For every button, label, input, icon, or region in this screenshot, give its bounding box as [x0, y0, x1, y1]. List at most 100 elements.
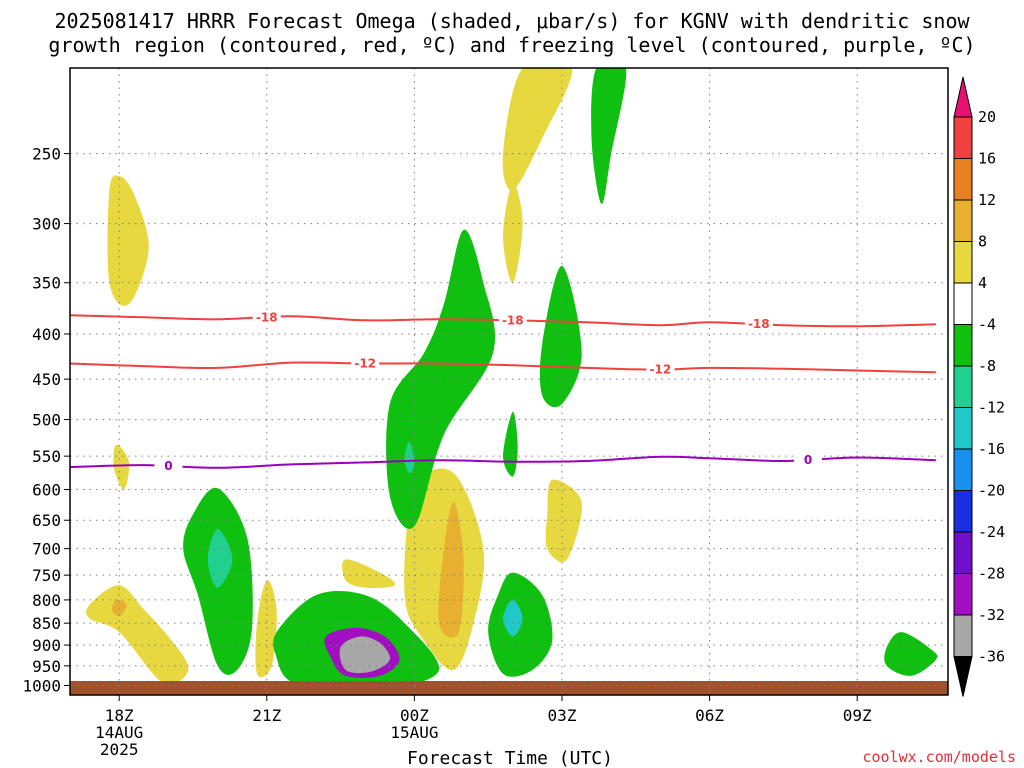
x-axis-title: Forecast Time (UTC) — [407, 748, 613, 768]
contour-label--12: -12 — [650, 363, 672, 377]
omega-region-14 — [404, 441, 415, 474]
contour-label-bg — [646, 362, 675, 377]
contour-label--12: -12 — [354, 356, 376, 370]
omega-region-2 — [86, 585, 189, 685]
y-tick-label-700: 700 — [32, 540, 61, 559]
omega-region-20 — [539, 265, 582, 408]
omega-region-16 — [503, 599, 523, 637]
colorbar-segment — [953, 158, 973, 201]
colorbar-segment — [953, 116, 973, 159]
colorbar-bottom-arrow — [953, 656, 973, 697]
colorbar-segment — [953, 614, 973, 657]
contour-layer: -18 -18 -18 -12 -12 0 0 — [70, 310, 936, 474]
contour-label-0: 0 — [164, 459, 172, 473]
contour-label--18: -18 — [256, 310, 278, 324]
colorbar-label: 16 — [978, 150, 996, 168]
colorbar-segment — [953, 407, 973, 450]
colorbar-segment — [953, 531, 973, 574]
x-tick-year-18Z: 2025 — [100, 740, 139, 759]
contour-line--12 — [70, 361, 936, 374]
y-tick-label-750: 750 — [32, 566, 61, 585]
colorbar-top-arrow — [953, 76, 973, 118]
chart-title-line-2: growth region (contoured, red, ºC) and f… — [48, 33, 975, 57]
colorbar-segment — [953, 199, 973, 242]
x-tick-date-18Z: 14AUG — [95, 723, 143, 742]
y-tick-label-450: 450 — [32, 370, 61, 389]
omega-region-19 — [502, 68, 572, 191]
contour-label--18: -18 — [502, 313, 524, 327]
contour-label-bg — [351, 356, 380, 371]
omega-region-12 — [438, 502, 464, 638]
x-tick-label-03Z: 03Z — [548, 706, 577, 725]
contour-label-bg — [744, 317, 773, 332]
colorbar-segment — [953, 282, 973, 325]
colorbar-segment — [953, 365, 973, 408]
contour-label-0: 0 — [804, 453, 812, 467]
contour-label-bg — [794, 452, 822, 467]
colorbar-label: -4 — [978, 316, 996, 334]
contour-line-0 — [70, 455, 936, 469]
omega-region-1 — [113, 444, 130, 490]
colorbar-label: -16 — [978, 440, 1005, 458]
plot-frame — [69, 67, 949, 696]
colorbar-label: 20 — [978, 108, 996, 126]
colorbar-label: 4 — [978, 274, 987, 292]
gridlines — [70, 68, 948, 695]
y-tick-label-350: 350 — [32, 274, 61, 293]
colorbar-label: -8 — [978, 357, 996, 375]
colorbar-label: -20 — [978, 482, 1005, 500]
x-tick-label-21Z: 21Z — [252, 706, 281, 725]
omega-region-10 — [342, 559, 396, 589]
y-tick-label-1000: 1000 — [22, 677, 61, 696]
credit-label: coolwx.com/models — [862, 748, 1016, 766]
pressure-axis: 250 300 350 400 450 500 550 600 650 700 750 800 850 9… — [22, 145, 70, 696]
omega-region-17 — [503, 411, 518, 477]
omega-region-23 — [884, 632, 938, 676]
y-tick-label-250: 250 — [32, 145, 61, 164]
contour-label-bg — [154, 459, 183, 474]
colorbar-label: -24 — [978, 523, 1005, 541]
colorbar-label: -28 — [978, 565, 1005, 583]
y-tick-label-550: 550 — [32, 447, 61, 466]
colorbar-segment — [953, 241, 973, 284]
colorbar-label: -36 — [978, 648, 1005, 666]
y-tick-label-300: 300 — [32, 215, 61, 234]
omega-region-22 — [591, 68, 627, 204]
contour-label--18: -18 — [748, 317, 770, 331]
colorbar-segment — [953, 324, 973, 367]
colorbar-label: -32 — [978, 606, 1005, 624]
omega-region-5 — [207, 529, 233, 588]
y-tick-label-600: 600 — [32, 481, 61, 500]
y-tick-label-950: 950 — [32, 657, 61, 676]
contour-label-bg — [498, 313, 527, 328]
contour-label-bg — [252, 310, 281, 325]
y-tick-label-650: 650 — [32, 511, 61, 530]
x-tick-label-06Z: 06Z — [695, 706, 724, 725]
omega-region-21 — [545, 479, 583, 563]
colorbar-segment — [953, 448, 973, 491]
x-tick-label-09Z: 09Z — [843, 706, 872, 725]
omega-region-18 — [503, 182, 523, 283]
colorbar-label: -12 — [978, 399, 1005, 417]
omega-colorbar: 20 16 12 8 4 -4 -8 -12 -16 -20 -24 -28 -32 -36 — [953, 76, 1005, 697]
colorbar-label: 8 — [978, 233, 987, 251]
x-tick-label-00Z: 00Z — [400, 706, 429, 725]
ground-strip — [70, 681, 948, 695]
y-tick-label-800: 800 — [32, 591, 61, 610]
colorbar-label: 12 — [978, 191, 996, 209]
colorbar-segment — [953, 490, 973, 533]
y-tick-label-500: 500 — [32, 411, 61, 430]
y-tick-label-900: 900 — [32, 636, 61, 655]
colorbar-segment — [953, 573, 973, 616]
omega-region-9 — [339, 636, 391, 674]
omega-region-0 — [107, 175, 149, 306]
y-tick-label-850: 850 — [32, 614, 61, 633]
omega-region-6 — [255, 579, 277, 678]
x-tick-date-00Z: 15AUG — [390, 723, 438, 742]
y-tick-label-400: 400 — [32, 325, 61, 344]
x-tick-label-18Z: 18Z — [105, 706, 134, 725]
chart-title-line-1: 2025081417 HRRR Forecast Omega (shaded, … — [54, 9, 970, 33]
omega-shading-layer — [86, 68, 938, 692]
